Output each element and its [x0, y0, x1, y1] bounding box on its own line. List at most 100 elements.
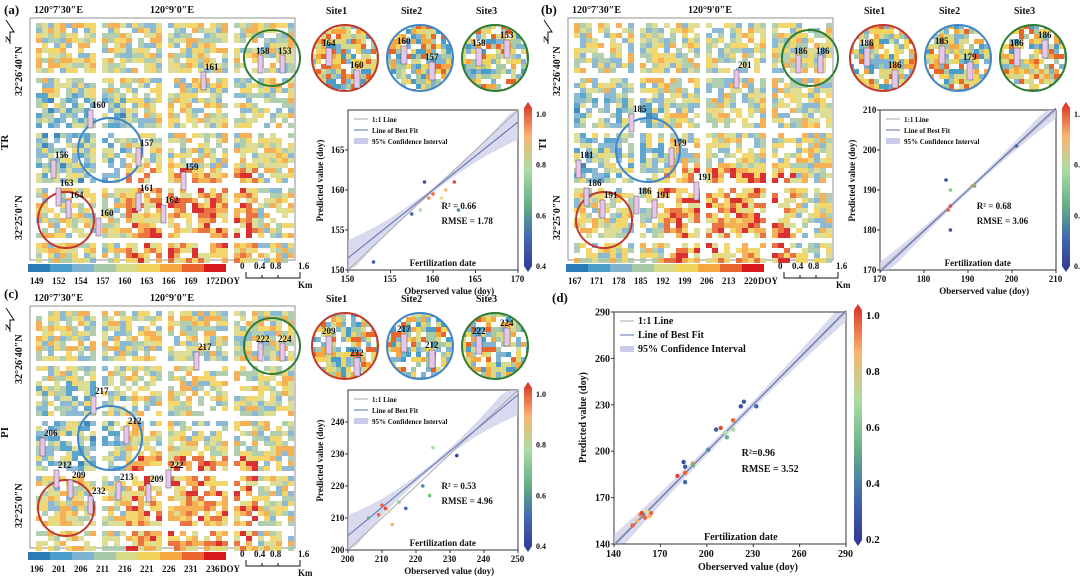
map-cell	[234, 376, 240, 381]
map-cell	[84, 168, 90, 173]
map-cell	[84, 461, 90, 466]
site-value-label: 160	[397, 36, 411, 46]
map-cell	[138, 218, 144, 223]
map-cell	[168, 401, 174, 406]
inset-cell	[1034, 69, 1039, 74]
map-cell	[216, 48, 222, 53]
map-cell	[772, 153, 778, 158]
map-cell	[592, 258, 598, 263]
map-cell	[802, 53, 808, 58]
map-cell	[808, 108, 814, 113]
map-cell	[174, 546, 180, 551]
map-cell	[604, 23, 610, 28]
map-cell	[186, 411, 192, 416]
inset-cell	[511, 59, 516, 64]
map-cell	[198, 516, 204, 521]
map-cell	[186, 223, 192, 228]
map-cell	[78, 401, 84, 406]
map-cell	[132, 366, 138, 371]
map-cell	[102, 326, 108, 331]
map-cell	[814, 193, 820, 198]
map-cell	[84, 321, 90, 326]
map-cell	[718, 233, 724, 238]
inset-cell	[346, 59, 351, 64]
map-cell	[252, 148, 258, 153]
map-cell	[210, 203, 216, 208]
colorbar-tick: 206	[700, 276, 714, 286]
map-cell	[592, 38, 598, 43]
map-cell	[724, 118, 730, 123]
map-cell	[216, 446, 222, 451]
inset-cell	[316, 59, 321, 64]
map-cell	[826, 133, 832, 138]
inset-cell	[321, 34, 326, 39]
map-cell	[156, 53, 162, 58]
inset-cell	[964, 69, 969, 74]
map-cell	[736, 43, 742, 48]
map-cell	[802, 78, 808, 83]
map-cell	[664, 23, 670, 28]
map-cell	[150, 421, 156, 426]
map-cell	[240, 346, 246, 351]
inset-cell	[391, 89, 396, 91]
map-cell	[60, 233, 66, 238]
map-cell	[580, 83, 586, 88]
inset-cell	[462, 89, 466, 91]
field-marker	[891, 69, 899, 89]
map-cell	[240, 178, 246, 183]
map-cell	[54, 396, 60, 401]
map-cell	[580, 188, 586, 193]
map-cell	[174, 541, 180, 546]
map-cell	[646, 53, 652, 58]
map-cell	[288, 133, 294, 138]
map-cell	[204, 481, 210, 486]
inset-cell	[501, 44, 506, 49]
map-cell	[132, 198, 138, 203]
map-cell	[682, 158, 688, 163]
inset-cell	[1004, 64, 1009, 69]
map-cell	[580, 78, 586, 83]
map-cell	[102, 311, 108, 316]
map-cell	[276, 108, 282, 113]
map-cell	[826, 143, 832, 148]
map-cell	[54, 253, 60, 258]
map-cell	[114, 93, 120, 98]
colorbar-swatch	[94, 264, 116, 272]
map-cell	[676, 48, 682, 53]
inset-cell	[496, 44, 501, 49]
map-cell	[658, 223, 664, 228]
map-cell	[54, 436, 60, 441]
map-cell	[246, 198, 252, 203]
map-cell	[772, 138, 778, 143]
map-cell	[60, 511, 66, 516]
map-cell	[258, 188, 264, 193]
inset-cell	[476, 89, 481, 91]
map-cell	[682, 168, 688, 173]
map-cell	[126, 48, 132, 53]
map-cell	[604, 28, 610, 33]
inset-cell	[486, 54, 491, 59]
map-cell	[234, 68, 240, 73]
map-cell	[222, 356, 228, 361]
inset-cell	[441, 34, 446, 39]
inset-cell	[406, 64, 411, 69]
map-cell	[706, 53, 712, 58]
map-cell	[108, 326, 114, 331]
map-cell	[240, 23, 246, 28]
map-cell	[84, 401, 90, 406]
map-cell	[616, 33, 622, 38]
map-cell	[676, 258, 682, 263]
map-cell	[282, 253, 288, 258]
map-cell	[36, 446, 42, 451]
map-cell	[126, 386, 132, 391]
map-cell	[682, 223, 688, 228]
map-cell	[234, 233, 240, 238]
map-cell	[198, 386, 204, 391]
map-cell	[640, 83, 646, 88]
map-cell	[102, 506, 108, 511]
map-cell	[288, 143, 294, 148]
map-cell	[210, 233, 216, 238]
map-cell	[186, 193, 192, 198]
map-cell	[150, 331, 156, 336]
inset-cell	[949, 25, 954, 29]
